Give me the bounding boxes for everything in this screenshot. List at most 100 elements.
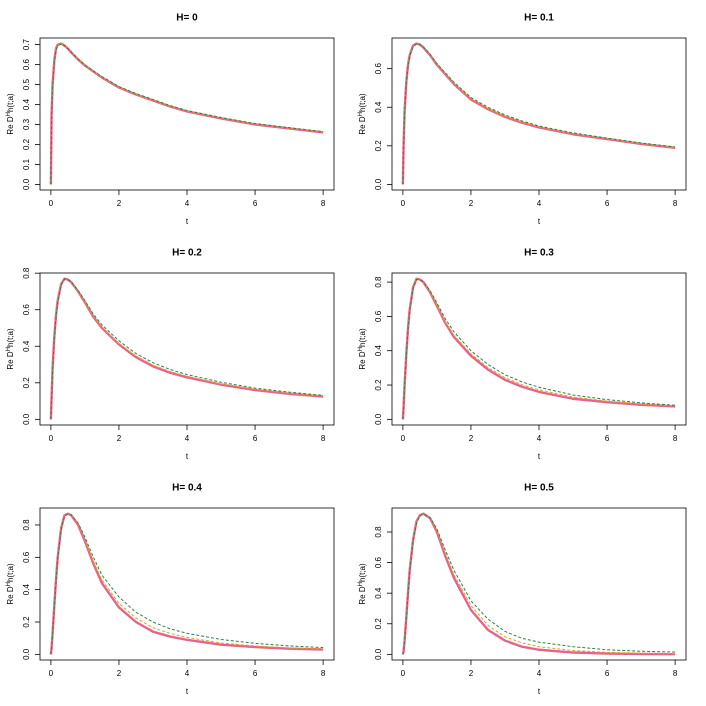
y-tick-label: 0.8 (22, 519, 31, 531)
chart-title: H= 0.4 (172, 483, 202, 494)
y-axis-label-part: h(t;a) (358, 328, 367, 347)
y-tick-label: 0.7 (22, 38, 31, 50)
y-axis-label-part: H (358, 112, 364, 116)
y-tick-label: 0.8 (374, 526, 383, 538)
y-tick-label: 0.2 (374, 379, 383, 391)
y-axis-label: Re DHh(t;a) (6, 328, 16, 370)
chart-title: H= 0.2 (172, 248, 202, 259)
series-line (402, 43, 676, 185)
x-tick-label: 2 (469, 434, 474, 443)
x-tick-label: 4 (185, 669, 190, 678)
x-tick-label: 0 (401, 434, 406, 443)
y-axis-label-part: h(t;a) (6, 93, 15, 112)
series-line (50, 278, 324, 420)
x-tick-label: 4 (537, 199, 542, 208)
y-tick-label: 0.2 (22, 616, 31, 628)
y-tick-label: 0.4 (374, 345, 383, 357)
series-line (402, 513, 676, 655)
x-axis-label: t (538, 452, 541, 461)
y-tick-label: 0.2 (22, 138, 31, 150)
x-axis-label: t (186, 687, 189, 696)
y-axis-label-part: H (6, 112, 12, 116)
y-axis-label: Re DHh(t;a) (6, 93, 16, 135)
y-tick-label: 0.0 (374, 178, 383, 190)
y-tick-label: 0.0 (22, 648, 31, 660)
series-line (402, 43, 676, 185)
x-tick-label: 6 (253, 199, 258, 208)
y-axis-label: Re DHh(t;a) (6, 563, 16, 605)
x-axis-label: t (538, 687, 541, 696)
x-tick-label: 0 (401, 199, 406, 208)
y-axis-label-part: h(t;a) (6, 563, 15, 582)
y-tick-label: 0.4 (374, 101, 383, 113)
x-tick-label: 4 (537, 669, 542, 678)
y-tick-label: 0.1 (22, 158, 31, 170)
y-tick-label: 0.4 (22, 584, 31, 596)
y-tick-label: 0.8 (374, 276, 383, 288)
x-tick-label: 2 (117, 434, 122, 443)
plot-box (391, 37, 687, 191)
y-axis-label-part: Re D (6, 586, 15, 604)
y-tick-label: 0.0 (22, 413, 31, 425)
x-tick-label: 0 (49, 199, 54, 208)
x-axis-label: t (186, 452, 189, 461)
y-axis-label: Re DHh(t;a) (358, 563, 368, 605)
x-tick-label: 4 (537, 434, 542, 443)
y-tick-label: 0.6 (374, 63, 383, 75)
y-tick-label: 0.4 (374, 587, 383, 599)
series-line (50, 278, 324, 420)
y-axis-label-part: H (6, 582, 12, 586)
x-tick-label: 6 (253, 434, 258, 443)
x-tick-label: 8 (321, 669, 326, 678)
y-tick-label: 0.2 (374, 140, 383, 152)
plot-box (39, 37, 335, 191)
series-line (402, 513, 676, 655)
series-line (49, 277, 324, 420)
y-tick-label: 0.2 (22, 377, 31, 389)
series-line (402, 279, 676, 420)
y-tick-label: 0.4 (22, 340, 31, 352)
y-tick-label: 0.5 (22, 78, 31, 90)
y-tick-label: 0.6 (374, 556, 383, 568)
x-tick-label: 4 (185, 199, 190, 208)
plot-box (39, 272, 335, 426)
series-line (50, 513, 324, 655)
y-axis-label: Re DHh(t;a) (358, 328, 368, 370)
x-tick-label: 2 (117, 199, 122, 208)
y-tick-label: 0.8 (22, 267, 31, 279)
y-axis-label-part: h(t;a) (358, 563, 367, 582)
plot-box (391, 272, 687, 426)
y-tick-label: 0.0 (374, 413, 383, 425)
series-line (49, 42, 324, 185)
x-tick-label: 8 (673, 434, 678, 443)
x-tick-label: 2 (469, 669, 474, 678)
y-axis-label: Re DHh(t;a) (358, 93, 368, 135)
x-tick-label: 6 (253, 669, 258, 678)
series-line (401, 512, 676, 656)
x-tick-label: 8 (321, 199, 326, 208)
series-line (50, 43, 324, 185)
x-tick-label: 0 (401, 669, 406, 678)
x-tick-label: 6 (605, 669, 610, 678)
y-axis-label-part: h(t;a) (358, 93, 367, 112)
series-line (50, 43, 324, 185)
y-tick-label: 0.4 (22, 98, 31, 110)
y-axis-label-part: Re D (358, 116, 367, 134)
chart-title: H= 0.5 (524, 483, 554, 494)
y-tick-label: 0.2 (374, 618, 383, 630)
x-tick-label: 2 (469, 199, 474, 208)
series-line (401, 277, 676, 420)
y-axis-label-part: Re D (6, 351, 15, 369)
x-tick-label: 0 (49, 434, 54, 443)
y-axis-label-part: h(t;a) (6, 328, 15, 347)
chart-title: H= 0 (176, 13, 198, 24)
y-tick-label: 0.6 (22, 304, 31, 316)
y-axis-label-part: Re D (358, 351, 367, 369)
x-axis-label: t (186, 217, 189, 226)
x-tick-label: 0 (49, 669, 54, 678)
x-axis-label: t (538, 217, 541, 226)
y-axis-label-part: H (6, 347, 12, 351)
series-line (402, 278, 676, 420)
x-tick-label: 6 (605, 199, 610, 208)
